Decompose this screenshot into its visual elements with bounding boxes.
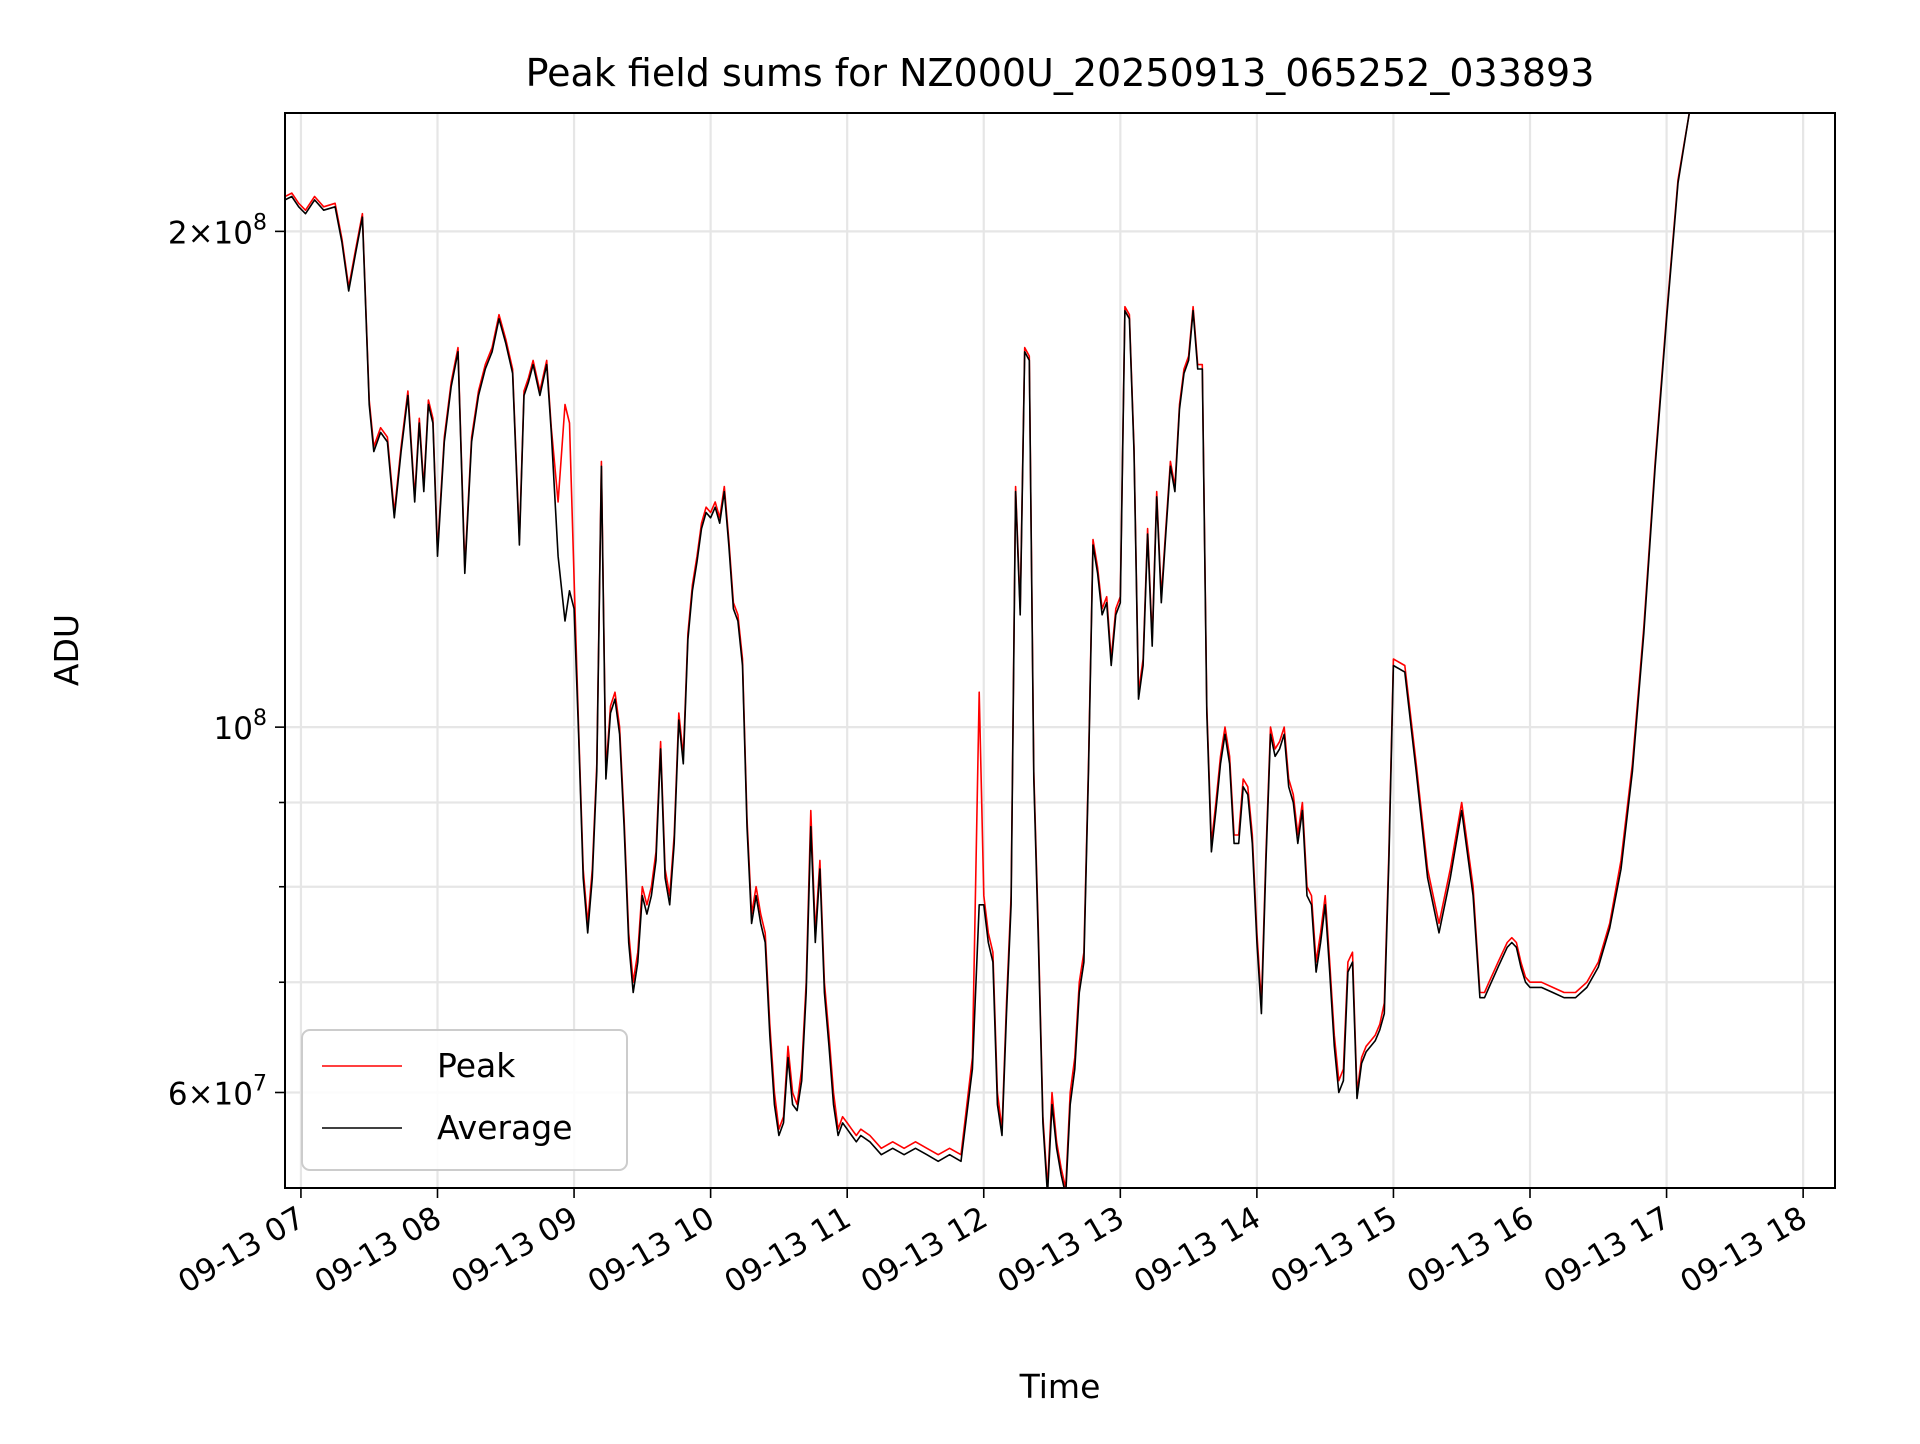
y-tick-label: 108 — [214, 706, 267, 747]
series-layer — [285, 113, 1691, 1188]
chart-title: Peak field sums for NZ000U_20250913_0652… — [526, 51, 1595, 95]
series-line-average — [285, 113, 1691, 1188]
x-axis-title: Time — [1019, 1367, 1101, 1406]
legend-box — [301, 1029, 628, 1171]
legend: Peak Average — [301, 1029, 628, 1171]
y-axis: 2×108 108 6×107 — [168, 210, 285, 1112]
plot-frame — [284, 112, 1836, 1189]
grid — [285, 113, 1835, 1188]
y-axis-title: ADU — [47, 614, 86, 686]
legend-label-peak: Peak — [437, 1046, 516, 1085]
y-tick-label: 2×108 — [168, 210, 267, 251]
y-tick-label: 6×107 — [168, 1071, 267, 1112]
legend-label-average: Average — [437, 1108, 573, 1147]
